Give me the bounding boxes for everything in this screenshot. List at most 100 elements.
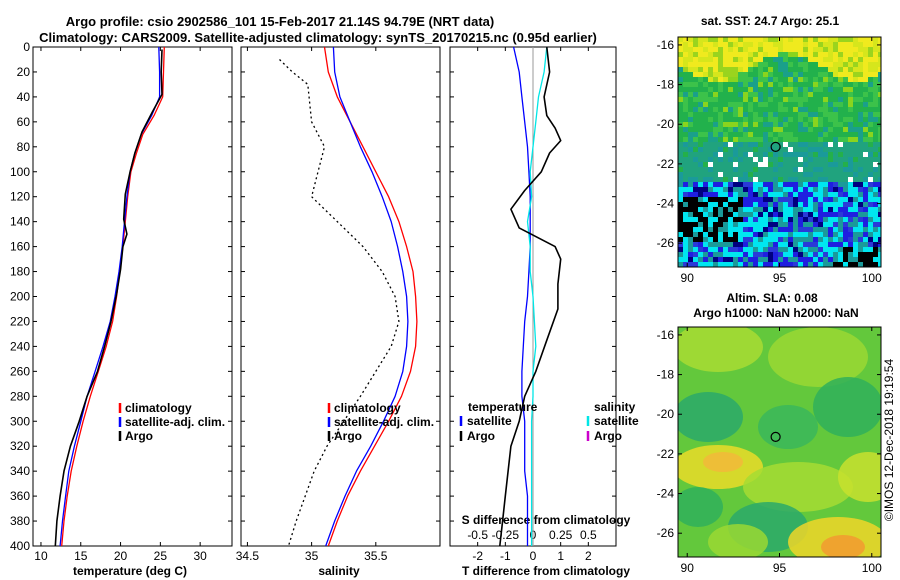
sst-cell xyxy=(698,137,703,142)
sst-cell xyxy=(728,232,733,237)
sst-cell xyxy=(743,232,748,237)
sst-cell xyxy=(818,92,823,97)
sst-cell xyxy=(808,47,813,52)
sst-cell xyxy=(828,47,833,52)
sst-cell xyxy=(718,57,723,62)
sst-cell xyxy=(798,157,803,162)
sst-cell xyxy=(723,82,728,87)
sst-cell xyxy=(843,82,848,87)
sst-cell xyxy=(808,192,813,197)
sst-cell xyxy=(758,42,763,47)
sst-cell xyxy=(868,177,873,182)
sst-cell xyxy=(873,207,878,212)
sst-cell xyxy=(758,212,763,217)
sst-cell xyxy=(738,87,743,92)
sst-cell xyxy=(808,97,813,102)
sst-cell xyxy=(853,217,858,222)
sst-cell xyxy=(733,157,738,162)
sst-cell xyxy=(738,172,743,177)
x-tick-label: 2 xyxy=(585,549,592,563)
sst-cell xyxy=(798,47,803,52)
sst-cell xyxy=(833,262,838,267)
sst-cell xyxy=(823,112,828,117)
sst-cell xyxy=(698,122,703,127)
sst-cell xyxy=(698,92,703,97)
sst-cell xyxy=(848,257,853,262)
sst-cell xyxy=(788,262,793,267)
sst-cell xyxy=(768,202,773,207)
sst-cell xyxy=(768,187,773,192)
sst-cell xyxy=(798,102,803,107)
sst-cell xyxy=(698,42,703,47)
sst-cell xyxy=(758,62,763,67)
sst-cell xyxy=(758,132,763,137)
sst-cell xyxy=(778,212,783,217)
sst-cell xyxy=(718,137,723,142)
sst-cell xyxy=(703,202,708,207)
sst-cell xyxy=(788,232,793,237)
sst-cell xyxy=(758,252,763,257)
s-tick-label: -0.5 xyxy=(467,528,488,542)
sst-cell xyxy=(833,107,838,112)
sst-cell xyxy=(763,137,768,142)
sst-cell xyxy=(698,162,703,167)
sst-cell xyxy=(698,247,703,252)
sst-cell xyxy=(788,222,793,227)
sst-cell xyxy=(683,117,688,122)
sst-cell xyxy=(843,142,848,147)
sst-cell xyxy=(703,67,708,72)
sst-cell xyxy=(713,192,718,197)
sst-cell xyxy=(863,207,868,212)
legend-label: Argo xyxy=(334,429,362,443)
sst-cell xyxy=(718,72,723,77)
sst-cell xyxy=(863,107,868,112)
sst-cell xyxy=(768,227,773,232)
sst-cell xyxy=(743,97,748,102)
sst-cell xyxy=(768,57,773,62)
sst-cell xyxy=(748,202,753,207)
sst-cell xyxy=(738,247,743,252)
sst-cell xyxy=(758,77,763,82)
sst-cell xyxy=(688,247,693,252)
sst-cell xyxy=(833,232,838,237)
sst-cell xyxy=(758,167,763,172)
map-lon-label: 95 xyxy=(773,271,787,285)
sst-cell xyxy=(753,172,758,177)
sst-cell xyxy=(878,242,881,247)
sst-cell xyxy=(703,232,708,237)
sst-cell xyxy=(723,142,728,147)
sst-cell xyxy=(863,87,868,92)
sst-cell xyxy=(698,157,703,162)
sst-cell xyxy=(813,147,818,152)
sst-cell xyxy=(778,257,783,262)
sst-cell xyxy=(803,192,808,197)
series-line-climatology xyxy=(323,47,418,546)
sst-cell xyxy=(728,202,733,207)
sst-cell xyxy=(708,132,713,137)
sst-cell xyxy=(688,122,693,127)
sst-cell xyxy=(753,252,758,257)
sst-cell xyxy=(848,187,853,192)
sst-cell xyxy=(768,222,773,227)
sst-cell xyxy=(778,42,783,47)
sst-cell xyxy=(728,92,733,97)
sst-cell xyxy=(823,102,828,107)
sst-cell xyxy=(808,37,813,42)
sst-cell xyxy=(768,167,773,172)
sst-cell xyxy=(828,142,833,147)
sst-cell xyxy=(683,112,688,117)
sst-cell xyxy=(678,162,683,167)
depth-tick-label: 300 xyxy=(10,414,30,428)
sst-cell xyxy=(853,147,858,152)
sst-cell xyxy=(793,227,798,232)
sst-cell xyxy=(878,52,881,57)
sst-cell xyxy=(738,142,743,147)
sst-cell xyxy=(828,112,833,117)
sst-cell xyxy=(728,87,733,92)
sst-cell xyxy=(678,197,683,202)
sst-cell xyxy=(688,192,693,197)
sst-cell xyxy=(818,142,823,147)
sst-cell xyxy=(823,137,828,142)
sst-cell xyxy=(683,87,688,92)
sst-cell xyxy=(758,177,763,182)
